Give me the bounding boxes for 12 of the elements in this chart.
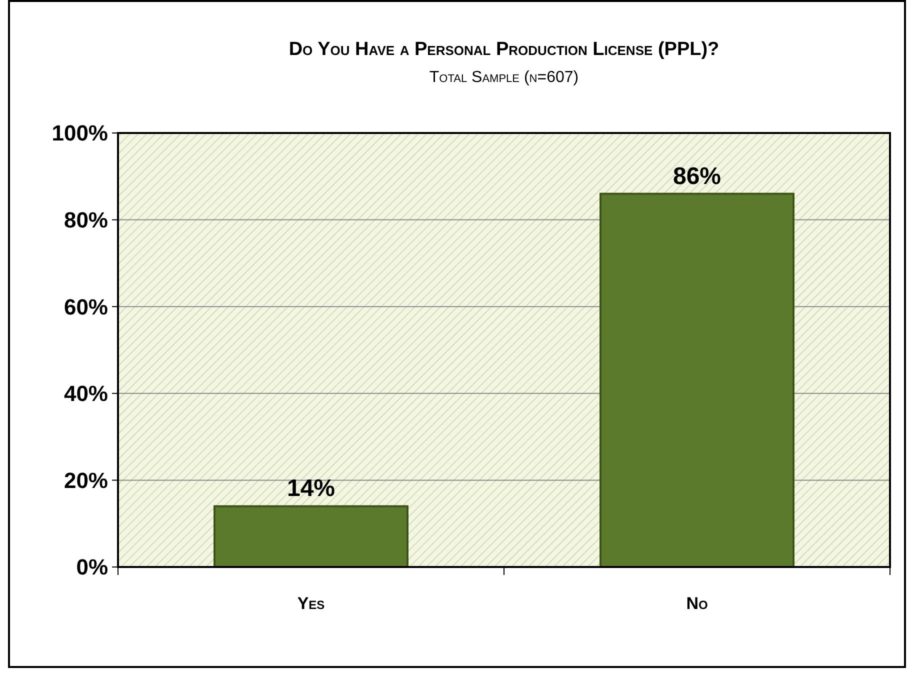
y-tick-label: 0% <box>76 554 108 580</box>
x-tick-label: Yes <box>297 594 325 613</box>
x-tick-label: No <box>686 594 708 613</box>
data-label: 14% <box>286 475 336 502</box>
chart-title: Do You Have a Personal Production License (PPL)? <box>288 39 720 60</box>
y-tick-label: 60% <box>64 294 108 320</box>
y-tick-label: 40% <box>64 381 108 406</box>
chart-subtitle: Total Sample (n=607) <box>429 69 579 86</box>
y-tick-label: 20% <box>64 468 108 493</box>
data-label: 86% <box>672 162 722 190</box>
y-tick-label: 80% <box>64 208 108 232</box>
y-tick-label: 100% <box>52 120 108 146</box>
